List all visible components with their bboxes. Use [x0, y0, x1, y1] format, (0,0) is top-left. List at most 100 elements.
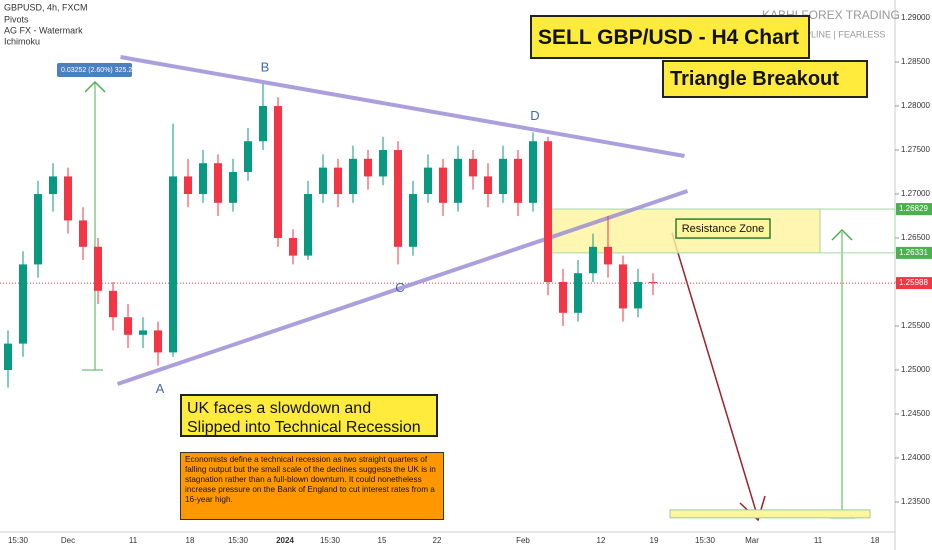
candle-body [559, 282, 567, 313]
candle-body [64, 176, 72, 221]
x-tick-label: Dec [61, 536, 75, 545]
candle-body [169, 176, 177, 353]
candle-body [469, 158, 477, 177]
subtitle: Triangle Breakout [662, 60, 868, 98]
arrow-head [739, 495, 766, 522]
candle-body [79, 220, 87, 247]
x-tick-label: 18 [871, 536, 880, 545]
candle-body [94, 246, 102, 291]
x-tick-label: 15:30 [320, 536, 341, 545]
candle-body [319, 167, 327, 195]
measure-label: 0.03252 (2.60%) 325.2 [61, 67, 132, 74]
y-tick-label: 1.26500 [901, 233, 930, 242]
zone-label-box [675, 218, 771, 239]
candle-body [499, 158, 507, 195]
y-tick-label: 1.25500 [901, 321, 930, 330]
candle-body [214, 163, 222, 203]
y-tick-label: 1.25000 [901, 365, 930, 374]
candle-body [109, 290, 117, 318]
x-tick-label: 15:30 [228, 536, 249, 545]
point-label: A [156, 381, 165, 396]
candle-body [244, 141, 252, 173]
zone-label: Resistance Zone [682, 223, 765, 235]
candle-body [304, 194, 312, 256]
x-tick-label: 19 [650, 536, 659, 545]
candle-body [289, 238, 297, 256]
y-tick-label: 1.28500 [901, 57, 930, 66]
candle-body [634, 282, 642, 309]
x-tick-label: 11 [129, 536, 138, 545]
candle-body [424, 167, 432, 195]
watermark: SCIPLINE | FEARLESS [790, 29, 885, 39]
candle-body [364, 158, 372, 177]
x-tick-label: 2024 [276, 536, 294, 545]
candle-body [379, 150, 387, 177]
candle-body [439, 167, 447, 203]
indicator: Pivots [4, 14, 29, 24]
trendline [120, 55, 685, 158]
point-label: B [261, 59, 270, 74]
candle-body [49, 176, 57, 195]
candle-body [409, 194, 417, 247]
candle-body [34, 194, 42, 265]
candle-body [484, 176, 492, 195]
y-tick-label: 1.27500 [901, 145, 930, 154]
headline: UK faces a slowdown and Slipped into Tech… [180, 394, 438, 437]
candle-body [604, 246, 612, 265]
candle-body [454, 158, 462, 203]
title: SELL GBP/USD - H4 Chart [530, 15, 810, 59]
x-tick-label: 15 [378, 536, 387, 545]
measure-box [57, 63, 132, 77]
candle-body [514, 158, 522, 203]
candle-body [199, 163, 207, 195]
headline-line: UK faces a slowdown and [187, 400, 372, 417]
candle-body [649, 282, 657, 284]
y-tick-label: 1.27000 [901, 189, 930, 198]
resistance-zone-ext [819, 208, 896, 254]
candle-body [124, 317, 132, 335]
point-label: C [395, 280, 404, 295]
candle-body [349, 158, 357, 195]
x-tick-label: Mar [745, 536, 759, 545]
trendline [116, 189, 689, 386]
candle-body [19, 264, 27, 344]
candle-body [574, 273, 582, 313]
y-tick-label: 1.24500 [901, 409, 930, 418]
note: Economists define a technical recession … [180, 452, 444, 520]
candle-body [229, 172, 237, 203]
target-zone [669, 509, 871, 519]
candle-body [619, 264, 627, 309]
y-tick-label: 1.28000 [901, 101, 930, 110]
candle-body [154, 330, 162, 353]
price-tag-label: 1.26331 [899, 248, 928, 257]
x-tick-label: 15:30 [695, 536, 716, 545]
y-tick-label: 1.29000 [901, 13, 930, 22]
candle-body [589, 246, 597, 274]
candle-body [4, 343, 12, 371]
candle-body [334, 167, 342, 195]
x-tick-label: Feb [516, 536, 530, 545]
x-tick-label: 12 [597, 536, 606, 545]
indicator: AG FX - Watermark [4, 25, 83, 35]
measure-arrow [831, 228, 853, 241]
price-tag [896, 246, 932, 259]
symbol: GBPUSD, 4h, FXCM [4, 2, 88, 12]
candle-body [394, 150, 402, 247]
y-tick-label: 1.23500 [901, 497, 930, 506]
candle-body [274, 106, 282, 239]
price-tag-label: 1.25988 [899, 278, 928, 287]
candle-body [259, 106, 267, 142]
x-tick-label: 22 [433, 536, 442, 545]
candle-body [139, 330, 147, 335]
candle-body [529, 141, 537, 203]
candle-body [544, 141, 552, 283]
indicator: Ichimoku [4, 36, 40, 46]
point-label: D [530, 108, 539, 123]
headline-line: Slipped into Technical Recession [187, 419, 421, 436]
price-tag [896, 203, 932, 216]
candle-body [184, 176, 192, 195]
measure-arrow [84, 80, 106, 93]
price-tag-label: 1.26829 [899, 204, 928, 213]
x-tick-label: 18 [186, 536, 195, 545]
